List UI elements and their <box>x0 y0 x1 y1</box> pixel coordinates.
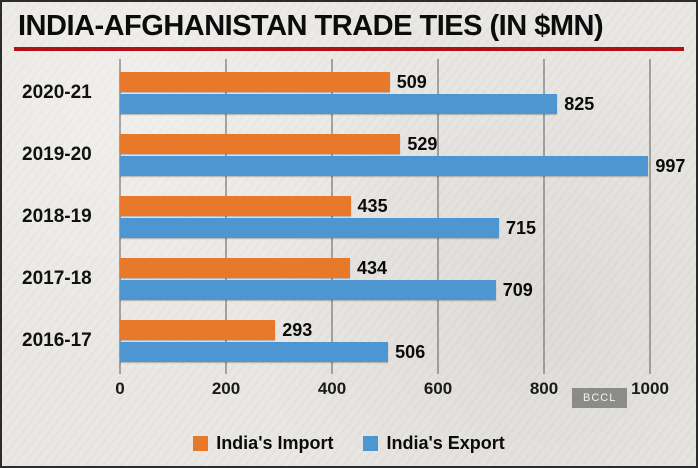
bar-line: 293 <box>120 320 650 340</box>
bar-group: 293 506 <box>120 320 650 362</box>
bar-value-label: 434 <box>357 257 388 278</box>
bar <box>120 342 389 362</box>
bar-line: 506 <box>120 342 650 362</box>
x-tick-label: 200 <box>211 379 241 398</box>
legend: India's Import India's Export <box>2 430 696 456</box>
bar-value-label: 435 <box>357 195 388 216</box>
bar-group: 509 825 <box>120 72 650 114</box>
y-axis-label: 2017-18 <box>22 268 92 289</box>
bar-value-label: 709 <box>502 279 533 300</box>
chart-row: 2016-17 293 506 <box>16 310 692 372</box>
bar-value-label: 825 <box>564 93 595 114</box>
bar <box>120 134 401 154</box>
y-axis-label: 2018-19 <box>22 206 92 227</box>
x-tick-label: 1000 <box>631 379 669 398</box>
gridline <box>543 59 545 374</box>
chart-row: 2019-20 529 997 <box>16 124 692 186</box>
legend-swatch <box>363 435 379 451</box>
title-rule <box>14 47 684 51</box>
legend-label: India's Export <box>386 432 505 453</box>
bar-group: 435 715 <box>120 196 650 238</box>
chart-row: 2017-18 434 709 <box>16 248 692 310</box>
watermark-badge: BCCL <box>572 388 628 408</box>
bar-value-label: 293 <box>282 319 313 340</box>
bar <box>120 72 390 92</box>
bar <box>120 320 276 340</box>
bar-line: 825 <box>120 94 650 114</box>
bar-value-label: 529 <box>407 133 438 154</box>
bar <box>120 94 558 114</box>
bar-line: 435 <box>120 196 650 216</box>
y-axis-label: 2019-20 <box>22 144 92 165</box>
bar-group: 434 709 <box>120 258 650 300</box>
bar <box>120 280 496 300</box>
chart-row: 2018-19 435 715 <box>16 186 692 248</box>
bar-line: 529 <box>120 134 650 154</box>
legend-label: India's Import <box>216 432 334 453</box>
bar-line: 715 <box>120 218 650 238</box>
bar <box>120 156 649 176</box>
bar-line: 509 <box>120 72 650 92</box>
bar-group: 529 997 <box>120 134 685 176</box>
legend-item: India's Import <box>193 433 333 454</box>
chart-title: INDIA-AFGHANISTAN TRADE TIES (IN $MN) <box>18 10 604 42</box>
gridline <box>649 59 651 374</box>
bar <box>120 218 499 238</box>
chart-row: 2020-21 509 825 <box>16 62 692 124</box>
x-tick-label: 400 <box>317 379 347 398</box>
bar-line: 709 <box>120 280 650 300</box>
bar-value-label: 509 <box>396 71 427 92</box>
gridline <box>119 59 121 374</box>
gridline <box>437 59 439 374</box>
legend-item: India's Export <box>363 432 505 454</box>
bar-line: 997 <box>120 156 685 176</box>
bar-value-label: 506 <box>395 341 426 362</box>
gridlines <box>119 59 651 374</box>
legend-swatch <box>193 435 209 451</box>
bar <box>120 258 351 278</box>
x-tick-label: 800 <box>529 379 559 398</box>
bar-value-label: 715 <box>505 217 536 238</box>
x-tick-label: 0 <box>115 379 125 398</box>
x-axis: 0 200 400 600 800 1000 <box>115 379 669 401</box>
bar-value-label: 997 <box>655 155 686 176</box>
chart-area: 2020-21 509 825 2019-20 529 997 2018-19 435 715 2… <box>16 62 692 372</box>
x-tick-label: 600 <box>423 379 453 398</box>
y-axis-label: 2020-21 <box>22 82 92 103</box>
bar-line: 434 <box>120 258 650 278</box>
gridline <box>225 59 227 374</box>
gridline <box>331 59 333 374</box>
y-axis-label: 2016-17 <box>22 330 92 351</box>
bar <box>120 196 351 216</box>
